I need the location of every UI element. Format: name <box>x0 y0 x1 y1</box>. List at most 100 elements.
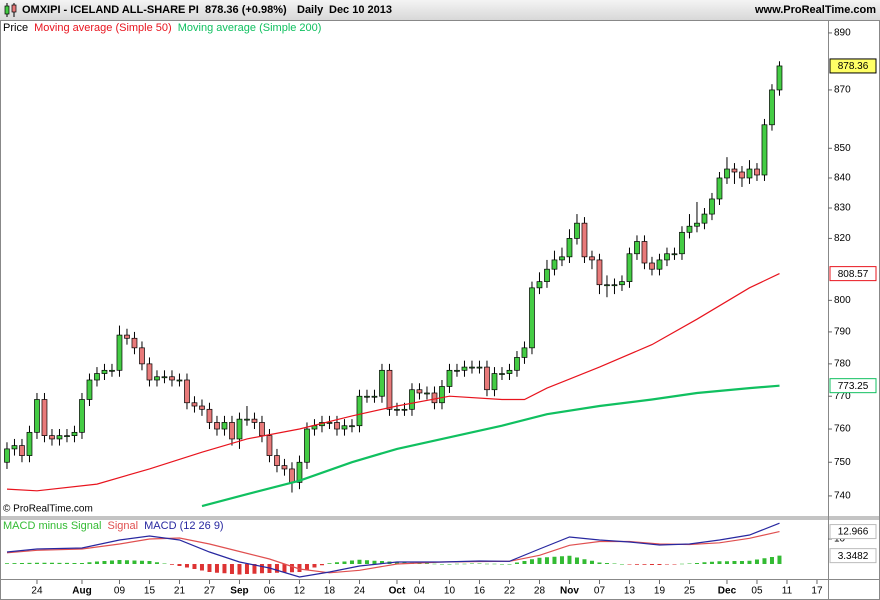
candle-body <box>611 284 618 287</box>
x-tick-label: Aug <box>72 586 91 597</box>
candle-body <box>431 392 438 404</box>
histogram-bar <box>747 560 752 564</box>
price-legend: Price Moving average (Simple 50) Moving … <box>3 22 321 34</box>
candle-body <box>551 259 558 270</box>
histogram-bar <box>132 560 137 564</box>
last-value-box <box>829 548 877 564</box>
histogram-bar <box>454 563 459 565</box>
histogram-bar <box>612 563 617 564</box>
legend-price: Price <box>3 22 28 34</box>
candle-body <box>394 408 400 411</box>
candle-body <box>724 168 730 179</box>
candle-body <box>176 379 183 382</box>
x-tick-label: 25 <box>684 586 696 597</box>
histogram-bar <box>327 563 332 564</box>
candle-body <box>731 168 738 173</box>
histogram-bar <box>229 564 234 574</box>
candle-body <box>626 253 633 282</box>
candle-body <box>34 399 40 433</box>
candle-body <box>536 281 543 289</box>
candle-body <box>776 65 783 91</box>
histogram-bar <box>537 557 542 564</box>
histogram-bar <box>522 561 527 564</box>
histogram-bar <box>664 564 669 565</box>
candle-body <box>146 363 153 381</box>
y-tick-label: 770 <box>834 391 851 402</box>
histogram-bar <box>552 556 557 564</box>
candle-body <box>739 171 745 179</box>
histogram-bar <box>42 562 47 564</box>
candle-body <box>386 369 393 410</box>
histogram-bar <box>754 559 759 564</box>
candle-body <box>694 222 700 227</box>
candle-body <box>701 213 708 224</box>
y-tick-label: 10 <box>834 534 846 545</box>
last-value-box <box>829 378 877 394</box>
histogram-bar <box>364 560 369 564</box>
line-series <box>6 522 780 578</box>
candle-body <box>349 425 355 428</box>
histogram-bar <box>237 564 242 575</box>
last-value-label: 808.57 <box>838 269 869 280</box>
histogram-bar <box>27 562 32 564</box>
x-tick-label: 24 <box>354 586 366 597</box>
candle-body <box>259 422 265 436</box>
x-tick-label: 05 <box>751 586 763 597</box>
histogram-bar <box>19 563 24 564</box>
candle-body <box>484 366 490 391</box>
x-tick-label: Dec <box>718 586 737 597</box>
candle-body <box>761 124 768 176</box>
histogram-bar <box>49 562 54 564</box>
candle-body <box>139 347 145 365</box>
histogram-bar <box>184 564 189 568</box>
candle-body <box>604 284 610 287</box>
histogram-bar <box>462 563 467 565</box>
histogram-bar <box>634 564 639 565</box>
histogram-bar <box>439 564 444 565</box>
histogram-bar <box>432 563 437 565</box>
histogram-bar <box>94 561 99 564</box>
histogram-bar <box>244 564 249 574</box>
candle-body <box>79 399 85 433</box>
histogram-bar <box>312 564 317 568</box>
histogram-bar <box>627 564 632 565</box>
histogram-bar <box>57 562 62 564</box>
candle-body <box>424 392 430 395</box>
histogram-bar <box>492 563 497 565</box>
histogram-bar <box>687 563 692 564</box>
candle-body <box>229 422 235 440</box>
x-tick-label: 18 <box>324 586 336 597</box>
histogram-bar <box>319 564 324 566</box>
candle-body <box>716 177 723 200</box>
x-tick-label: Oct <box>389 586 406 597</box>
histogram-bar <box>499 564 504 565</box>
histogram-bar <box>109 560 114 564</box>
histogram-bar <box>342 561 347 564</box>
candle-body <box>454 369 460 372</box>
quote: 878.36 (+0.98%) <box>205 4 287 16</box>
histogram-bar <box>102 561 107 564</box>
histogram-bar <box>214 564 219 573</box>
candle-body <box>499 373 505 375</box>
y-tick-label: 790 <box>834 327 851 338</box>
histogram-bar <box>732 561 737 564</box>
line-series <box>6 531 780 574</box>
header-bar <box>0 0 880 20</box>
candle-body <box>566 238 573 258</box>
x-tick-label: 17 <box>811 586 823 597</box>
histogram-bar <box>447 564 452 565</box>
copyright: © ProRealTime.com <box>3 504 93 515</box>
candle-body <box>184 379 190 404</box>
histogram-bar <box>12 563 17 564</box>
x-tick-label: 09 <box>114 586 126 597</box>
candle-body <box>671 253 678 256</box>
candle-body <box>559 256 565 261</box>
candle-body <box>214 422 220 430</box>
legend-ma200: Moving average (Simple 200) <box>178 22 322 34</box>
last-value-label: 878.36 <box>838 61 869 72</box>
candle-body <box>11 445 18 450</box>
x-tick-label: 27 <box>204 586 216 597</box>
candle-body <box>49 435 55 440</box>
candle-body <box>439 386 445 404</box>
candle-body <box>409 389 415 410</box>
